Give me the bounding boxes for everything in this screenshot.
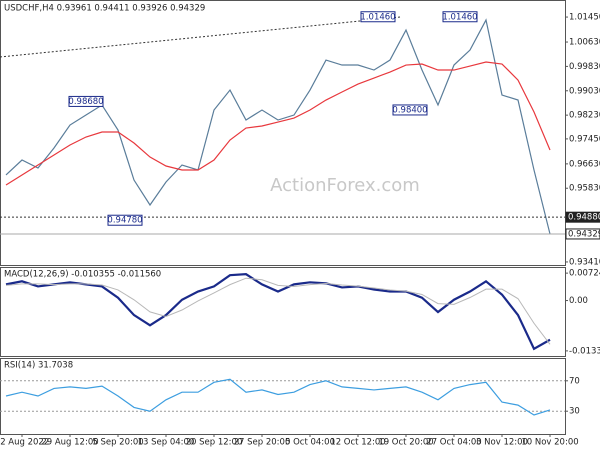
x-tick-label: 5 Sep 20:00 [92,438,143,448]
x-tick-label: 5 Oct 04:00 [285,438,335,448]
annotation-label: 1.01460 [442,12,477,22]
price-level-box [565,228,600,240]
x-tick-label: 20 Sep 12:00 [186,438,243,448]
annotation-box [360,11,396,23]
x-tick-label: 19 Oct 20:00 [378,438,433,448]
y-tick-label: 30 [569,407,580,417]
x-tick-label: 12 Oct 12:00 [330,438,385,448]
y-tick-label: 70 [569,376,580,386]
annotation-box [442,11,478,23]
x-tick-label: 29 Aug 12:00 [41,438,98,448]
chart-title: USDCHF,H4 0.93961 0.94411 0.93926 0.9432… [4,4,205,14]
y-tick-label: -0.0133 [569,346,600,356]
watermark: ActionForex.com [270,175,420,196]
annotation-box [392,104,428,116]
annotation-box [68,95,104,107]
annotation-label: 0.98400 [392,105,427,115]
price-level-label: 0.94880 [568,213,600,223]
rsi-title: RSI(14) 31.7038 [4,361,73,371]
y-tick-label: 0.93410 [569,257,600,267]
annotation-label: 0.94780 [107,216,142,226]
y-tick-label: 0.00724 [569,269,600,279]
x-tick-label: 22 Aug 2022 [0,438,49,448]
macd-title: MACD(12,26,9) -0.010355 -0.011560 [4,270,161,280]
y-tick-label: 1.01450 [569,13,600,23]
macd-frame [0,267,566,357]
series-line [5,61,551,186]
series-line [5,378,551,416]
series-line [5,273,551,351]
series-line [5,18,551,235]
annotation-label: 1.01460 [360,12,395,22]
x-tick-label: 10 Nov 20:00 [521,438,578,448]
x-tick-label: 27 Sep 20:00 [234,438,291,448]
annotation-label: 0.98680 [68,97,103,107]
x-tick-label: 3 Nov 12:00 [476,438,528,448]
price-level-box [565,211,600,223]
trend-line [0,16,401,58]
rsi-frame [0,358,566,435]
series-line [5,277,551,345]
price-level-label: 0.94329 [568,229,600,239]
price-frame [0,0,566,266]
annotation-box [107,214,143,226]
y-tick-label: 0.00 [569,296,588,306]
x-tick-label: 13 Sep 04:00 [138,438,195,448]
x-tick-label: 27 Oct 04:00 [426,438,481,448]
